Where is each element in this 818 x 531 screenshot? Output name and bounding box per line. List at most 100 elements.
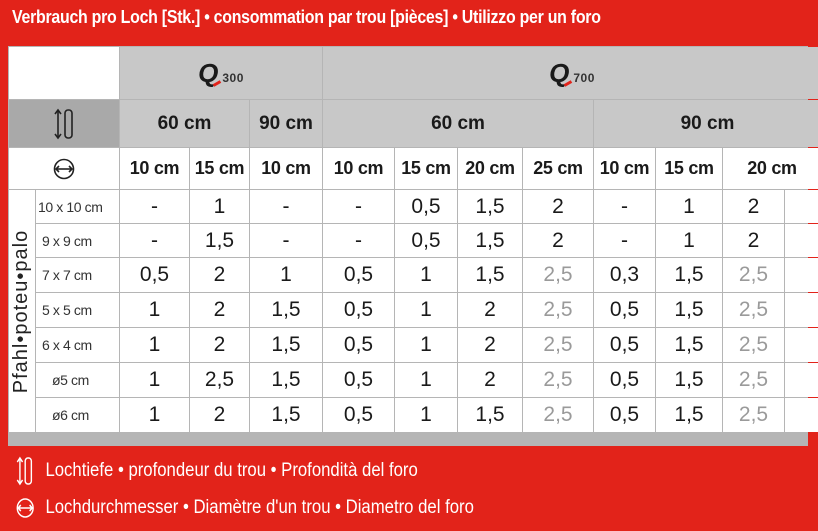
table-cell: 2	[458, 293, 522, 327]
table-cell: 1,5	[656, 398, 722, 432]
table-cell: 1,5	[458, 224, 522, 257]
table-cell: 0,5	[323, 328, 394, 362]
table-cell: 2	[723, 224, 784, 257]
table-cell: -	[323, 190, 394, 223]
table-cell: 1,5	[656, 293, 722, 327]
table-cell: 1	[120, 363, 189, 397]
table-cell: 0,5	[594, 398, 655, 432]
diameter-col: 10 cm	[120, 148, 189, 189]
table-cell: 1	[395, 258, 457, 292]
table-cell: 2	[190, 398, 249, 432]
diameter-col: 25 cm	[523, 148, 593, 189]
row-label: 9 x 9 cm	[36, 224, 119, 257]
table-cell: -	[323, 224, 394, 257]
product-q300-header: Q 300	[120, 47, 322, 99]
table-cell: 2,5	[523, 293, 593, 327]
table-edge-cell	[785, 224, 818, 257]
diameter-col: 15 cm	[190, 148, 249, 189]
table-cell: 1	[190, 190, 249, 223]
legend-diameter: Lochdurchmesser • Diamètre d'un trou • D…	[12, 497, 474, 519]
table-cell: 1,5	[250, 363, 322, 397]
q700-logo: Q 700	[549, 58, 595, 88]
table-title: Verbrauch pro Loch [Stk.] • consommation…	[12, 6, 601, 27]
post-vertical-label: Pfahl•poteu•palo	[9, 190, 35, 432]
table-cell: 2	[190, 328, 249, 362]
table-cell: 0,5	[395, 224, 457, 257]
depth-q700-90: 90 cm	[594, 100, 818, 147]
table-cell: 1,5	[656, 363, 722, 397]
table-cell: 1,5	[190, 224, 249, 257]
depth-arrow-icon	[12, 456, 38, 486]
table-cell: 1	[120, 293, 189, 327]
diameter-col: 10 cm	[594, 148, 655, 189]
table-edge-cell	[785, 398, 818, 432]
table-cell: 0,5	[323, 258, 394, 292]
table-cell: 1	[120, 328, 189, 362]
table-cell: 0,5	[594, 293, 655, 327]
table-cell: 0,5	[594, 328, 655, 362]
table-cell: 2,5	[723, 293, 784, 327]
table-cell: 1,5	[250, 328, 322, 362]
table-cell: -	[250, 224, 322, 257]
table-cell: 2	[458, 363, 522, 397]
table-cell: 2,5	[723, 328, 784, 362]
depth-q300-60: 60 cm	[120, 100, 249, 147]
table-cell: 1	[250, 258, 322, 292]
row-label: 5 x 5 cm	[36, 293, 119, 327]
table-cell: 1,5	[458, 258, 522, 292]
table-cell: 1	[120, 398, 189, 432]
depth-q700-60: 60 cm	[323, 100, 593, 147]
table-cell: 1	[395, 363, 457, 397]
table-cell: -	[120, 190, 189, 223]
table-cell: 0,5	[594, 363, 655, 397]
depth-q300-90: 90 cm	[250, 100, 322, 147]
diameter-icon	[12, 497, 38, 519]
table-cell: 2,5	[523, 363, 593, 397]
table-cell: -	[594, 190, 655, 223]
table-cell: 2,5	[723, 363, 784, 397]
q-logo-icon: Q	[549, 58, 570, 88]
depth-arrow-icon	[54, 108, 73, 139]
table-cell: 0,5	[395, 190, 457, 223]
diameter-icon	[53, 158, 75, 179]
table-cell: 2,5	[523, 258, 593, 292]
diameter-col: 15 cm	[656, 148, 722, 189]
diameter-col: 10 cm	[323, 148, 394, 189]
table-cell: 0,3	[594, 258, 655, 292]
q-logo-icon: Q	[198, 58, 219, 88]
table-cell: 1	[395, 293, 457, 327]
table-edge-cell	[785, 293, 818, 327]
table-cell: 2	[458, 328, 522, 362]
table-cell: 2,5	[723, 258, 784, 292]
table-cell: 2	[190, 258, 249, 292]
row-label: ø5 cm	[36, 363, 119, 397]
table-cell: 0,5	[323, 363, 394, 397]
table-cell: 2	[723, 190, 784, 223]
table-cell: 2,5	[190, 363, 249, 397]
table-cell: 1,5	[250, 293, 322, 327]
row-label: 6 x 4 cm	[36, 328, 119, 362]
table-cell: 1,5	[656, 258, 722, 292]
q300-logo: Q 300	[198, 58, 244, 88]
product-q700-header: Q 700	[323, 47, 818, 99]
legend-depth: Lochtiefe • profondeur du trou • Profond…	[12, 456, 418, 486]
consumption-table: Q 300 Q 700 60 cm 90 cm 60 cm 90 cm 10 c…	[8, 46, 818, 446]
diameter-col: 10 cm	[250, 148, 322, 189]
diameter-col: 20 cm	[458, 148, 522, 189]
diameter-header-cell	[9, 148, 119, 189]
table-cell: 1	[656, 224, 722, 257]
corner-cell	[9, 47, 119, 99]
row-label: 10 x 10 cm	[36, 190, 119, 223]
table-edge-cell	[785, 258, 818, 292]
table-cell: 2,5	[523, 398, 593, 432]
table-cell: 2,5	[523, 328, 593, 362]
table-cell: 0,5	[120, 258, 189, 292]
table-cell: 1,5	[250, 398, 322, 432]
legend-depth-text: Lochtiefe • profondeur du trou • Profond…	[45, 460, 418, 481]
diameter-col: 20 cm	[723, 148, 818, 189]
table-cell: 1	[395, 398, 457, 432]
table-edge-cell	[785, 190, 818, 223]
row-label: 7 x 7 cm	[36, 258, 119, 292]
table-cell: 2	[523, 190, 593, 223]
table-cell: 1,5	[458, 398, 522, 432]
